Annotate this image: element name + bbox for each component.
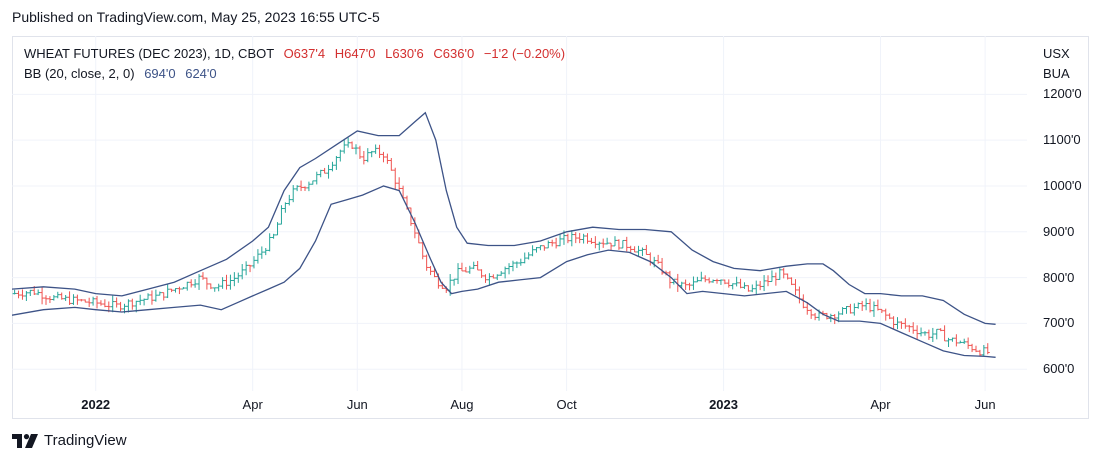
time-tick-label: Apr (242, 397, 263, 412)
tradingview-brand[interactable]: TradingView (12, 432, 127, 449)
time-tick-label: Jun (346, 397, 368, 412)
time-tick-label: 2022 (81, 397, 111, 412)
price-tick-label: 900'0 (1043, 223, 1075, 239)
time-tick-label: Oct (556, 397, 577, 412)
bb-upper-band (12, 111, 996, 325)
price-tick-label: 800'0 (1043, 269, 1075, 285)
currency-unit[interactable]: USX (1043, 46, 1070, 61)
indicator-legend[interactable]: BB (20, close, 2, 0) 694'0 624'0 (24, 66, 217, 81)
brand-name: TradingView (44, 432, 127, 449)
price-tick-label: 700'0 (1043, 315, 1075, 331)
price-tick-label: 1000'0 (1043, 177, 1082, 193)
chart-frame[interactable] (12, 36, 1089, 419)
price-tick-label: 1200'0 (1043, 86, 1082, 102)
price-tick-label: 600'0 (1043, 361, 1075, 377)
time-tick-label: Jun (974, 397, 996, 412)
time-tick-label: 2023 (709, 397, 738, 412)
price-tick-label: 1100'0 (1043, 132, 1081, 148)
low-value: L630'6 (385, 46, 424, 61)
open-value: O637'4 (283, 46, 326, 61)
bb-lower-value: 624'0 (185, 66, 217, 81)
time-tick-label: Aug (450, 397, 474, 412)
change-value: −1'2 (−0.20%) (483, 46, 566, 61)
close-value: C636'0 (433, 46, 475, 61)
published-note: Published on TradingView.com, May 25, 20… (12, 9, 380, 25)
high-value: H647'0 (334, 46, 376, 61)
bb-upper-value: 694'0 (144, 66, 176, 81)
tradingview-logo-icon (12, 433, 38, 448)
time-tick-label: Apr (870, 397, 891, 412)
price-chart[interactable] (12, 36, 1089, 419)
currency-sub[interactable]: BUA (1043, 66, 1070, 81)
symbol-label: WHEAT FUTURES (DEC 2023), 1D, CBOT (24, 46, 274, 61)
symbol-legend[interactable]: WHEAT FUTURES (DEC 2023), 1D, CBOT O637'… (24, 46, 565, 61)
bb-lower-band (12, 185, 996, 358)
indicator-label: BB (20, close, 2, 0) (24, 66, 135, 81)
